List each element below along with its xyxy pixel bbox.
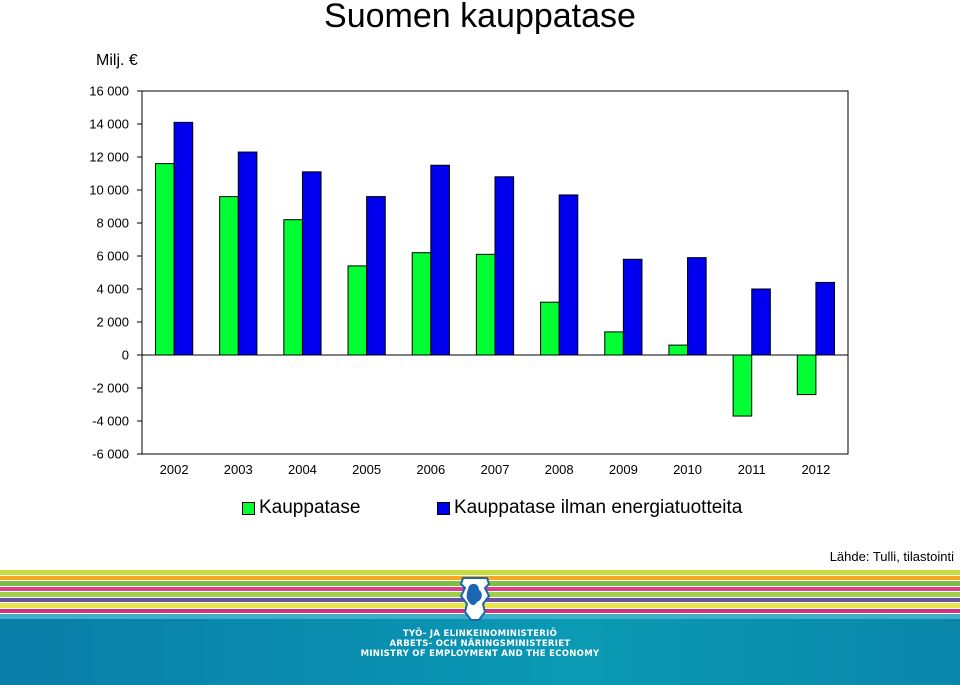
legend-item-kauppatase: Kauppatase (242, 497, 360, 519)
plot-area (141, 90, 849, 455)
bar-kauppatase (411, 252, 432, 356)
bar-kauppatase-ilman-energia (430, 164, 450, 356)
bar-kauppatase (283, 219, 303, 356)
bar-chart: 16 000 14 000 12 000 10 000 8 000 6 000 4 000 2… (89, 84, 849, 477)
x-tick-label: 2006 (416, 462, 445, 477)
bar-kauppatase-ilman-energia (237, 151, 258, 356)
lion-emblem-icon (459, 577, 491, 621)
x-tick-label: 2003 (224, 462, 253, 477)
y-tick-label: -4 000 (92, 414, 129, 429)
y-axis: 16 000 14 000 12 000 10 000 8 000 6 000 4 000 2… (89, 84, 848, 462)
y-tick-label: 10 000 (89, 183, 129, 198)
y-tick-label: 6 000 (96, 249, 129, 264)
chart-title: Suomen kauppatase (324, 0, 636, 35)
x-tick-label: 2002 (160, 462, 189, 477)
bar-kauppatase-ilman-energia (751, 288, 771, 356)
legend: Kauppatase Kauppatase ilman energiatuott… (0, 497, 960, 521)
y-tick-label: -2 000 (92, 381, 129, 396)
bar-kauppatase-ilman-energia (173, 121, 194, 356)
bar-kauppatase-ilman-energia (687, 257, 707, 356)
bar-kauppatase (732, 354, 753, 417)
legend-label: Kauppatase (259, 497, 361, 518)
x-tick-label: 2010 (673, 462, 702, 477)
bar-kauppatase (668, 344, 689, 356)
source-note: Lähde: Tulli, tilastointi (829, 549, 954, 564)
y-tick-label: 14 000 (89, 117, 129, 132)
x-tick-label: 2004 (288, 462, 317, 477)
bar-kauppatase-ilman-energia (366, 196, 386, 356)
x-tick-label: 2009 (609, 462, 638, 477)
ministry-name-sv: ARBETS- OCH NÄRINGSMINISTERIET (389, 639, 571, 649)
bar-kauppatase-ilman-energia (301, 171, 322, 356)
footer-stripe (0, 570, 960, 575)
y-tick-label: 8 000 (96, 216, 129, 231)
bar-kauppatase (154, 163, 175, 356)
x-tick-label: 2011 (738, 462, 766, 477)
bars-group (154, 121, 836, 417)
bar-kauppatase-ilman-energia (494, 176, 515, 356)
y-axis-unit-label: Milj. € (96, 52, 138, 69)
x-tick-label: 2008 (545, 462, 574, 477)
legend-swatch-blue (437, 501, 450, 515)
y-tick-label: 0 (122, 348, 129, 363)
legend-item-kauppatase-ilman-energia: Kauppatase ilman energiatuotteita (437, 497, 742, 519)
bar-kauppatase (540, 301, 560, 356)
x-tick-label: 2005 (352, 462, 381, 477)
y-tick-label: 16 000 (89, 84, 129, 99)
legend-swatch-green (242, 501, 255, 515)
x-tick-label: 2007 (481, 462, 510, 477)
x-tick-label: 2012 (801, 462, 830, 477)
bar-kauppatase (219, 196, 239, 356)
bar-kauppatase-ilman-energia (622, 258, 643, 356)
ministry-name-fi: TYÖ- JA ELINKEINOMINISTERIÖ (402, 629, 558, 639)
bar-kauppatase-ilman-energia (815, 281, 836, 356)
bar-kauppatase (475, 253, 496, 356)
bar-kauppatase-ilman-energia (558, 194, 579, 356)
ministry-name-en: MINISTRY OF EMPLOYMENT AND THE ECONOMY (360, 649, 600, 659)
y-tick-label: 2 000 (96, 315, 129, 330)
footer-band (0, 619, 960, 685)
bar-kauppatase (604, 331, 624, 356)
bar-kauppatase (796, 354, 817, 396)
footer-banner: TYÖ- JA ELINKEINOMINISTERIÖ ARBETS- OCH … (0, 566, 960, 685)
bar-kauppatase (347, 265, 368, 356)
legend-label: Kauppatase ilman energiatuotteita (454, 497, 743, 518)
y-tick-label: 4 000 (96, 282, 129, 297)
y-tick-label: 12 000 (89, 150, 129, 165)
x-axis: 2002 2003 2004 2005 2006 2007 2008 2009 2010 2011… (160, 462, 831, 477)
y-tick-label: -6 000 (92, 447, 129, 462)
